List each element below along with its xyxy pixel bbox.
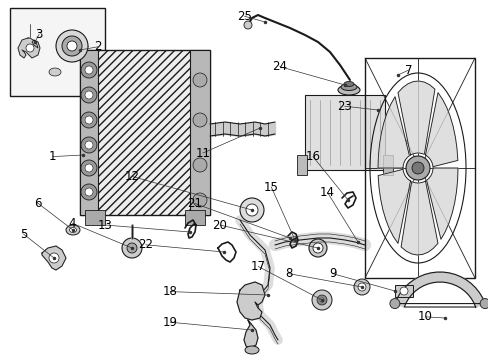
Circle shape — [127, 243, 137, 253]
Bar — [382, 155, 392, 175]
Circle shape — [316, 295, 326, 305]
Text: 12: 12 — [124, 170, 139, 183]
Circle shape — [193, 193, 206, 207]
Ellipse shape — [340, 84, 356, 90]
Polygon shape — [397, 81, 434, 155]
Circle shape — [26, 44, 34, 52]
Ellipse shape — [66, 225, 80, 235]
Circle shape — [81, 62, 97, 78]
Text: 8: 8 — [284, 267, 292, 280]
Circle shape — [357, 283, 365, 291]
Polygon shape — [425, 93, 457, 167]
Text: 9: 9 — [328, 267, 336, 280]
Circle shape — [49, 253, 59, 263]
Bar — [184, 210, 204, 225]
Text: 1: 1 — [49, 150, 57, 163]
Text: 3: 3 — [35, 28, 43, 41]
Bar — [80, 50, 209, 215]
Circle shape — [85, 66, 93, 74]
Bar — [296, 155, 306, 175]
Circle shape — [81, 87, 97, 103]
Circle shape — [389, 298, 399, 309]
Polygon shape — [426, 168, 457, 239]
Circle shape — [405, 156, 429, 180]
Circle shape — [245, 204, 258, 216]
Bar — [85, 210, 105, 225]
Bar — [305, 95, 384, 170]
Circle shape — [85, 116, 93, 124]
Circle shape — [56, 30, 88, 62]
Circle shape — [411, 162, 423, 174]
Circle shape — [85, 164, 93, 172]
Circle shape — [85, 141, 93, 149]
Bar — [190, 50, 209, 215]
Polygon shape — [400, 181, 437, 255]
Circle shape — [244, 21, 251, 29]
Circle shape — [399, 287, 407, 295]
Circle shape — [81, 112, 97, 128]
Bar — [364, 58, 474, 278]
Circle shape — [67, 41, 77, 51]
Text: 2: 2 — [94, 40, 102, 53]
Circle shape — [319, 298, 324, 302]
Circle shape — [308, 239, 326, 257]
Circle shape — [81, 184, 97, 200]
Bar — [394, 285, 412, 297]
Circle shape — [81, 137, 97, 153]
Text: 5: 5 — [20, 228, 27, 240]
Text: 7: 7 — [404, 64, 411, 77]
Polygon shape — [394, 272, 484, 307]
Circle shape — [311, 290, 331, 310]
Ellipse shape — [343, 81, 353, 86]
Ellipse shape — [69, 228, 76, 233]
Text: 11: 11 — [195, 147, 210, 159]
Ellipse shape — [49, 68, 61, 76]
Polygon shape — [237, 282, 264, 320]
Text: 24: 24 — [272, 60, 286, 73]
Text: 10: 10 — [417, 310, 432, 323]
Circle shape — [353, 279, 369, 295]
Bar — [10, 8, 105, 96]
Text: 18: 18 — [163, 285, 177, 298]
Polygon shape — [377, 97, 408, 168]
Circle shape — [81, 160, 97, 176]
Polygon shape — [377, 169, 409, 243]
Circle shape — [85, 188, 93, 196]
Circle shape — [193, 113, 206, 127]
Text: 21: 21 — [187, 197, 202, 210]
Text: 22: 22 — [138, 238, 153, 251]
Text: 6: 6 — [34, 197, 42, 210]
Circle shape — [312, 243, 323, 253]
Circle shape — [85, 91, 93, 99]
Polygon shape — [18, 38, 40, 58]
Circle shape — [479, 298, 488, 309]
Circle shape — [193, 158, 206, 172]
Text: 17: 17 — [250, 260, 265, 273]
Polygon shape — [42, 246, 66, 270]
Ellipse shape — [244, 346, 259, 354]
Circle shape — [193, 73, 206, 87]
Circle shape — [122, 238, 142, 258]
Text: 25: 25 — [237, 10, 251, 23]
Circle shape — [62, 36, 82, 56]
Text: 20: 20 — [212, 219, 227, 231]
Text: 16: 16 — [305, 150, 320, 163]
Text: 4: 4 — [68, 217, 76, 230]
Text: 14: 14 — [320, 186, 334, 199]
Text: 13: 13 — [98, 219, 112, 231]
Circle shape — [240, 198, 264, 222]
Ellipse shape — [337, 85, 359, 95]
Text: 19: 19 — [163, 316, 177, 329]
Bar — [80, 50, 98, 215]
Text: 23: 23 — [337, 100, 351, 113]
Text: 15: 15 — [264, 181, 278, 194]
Polygon shape — [244, 320, 258, 348]
